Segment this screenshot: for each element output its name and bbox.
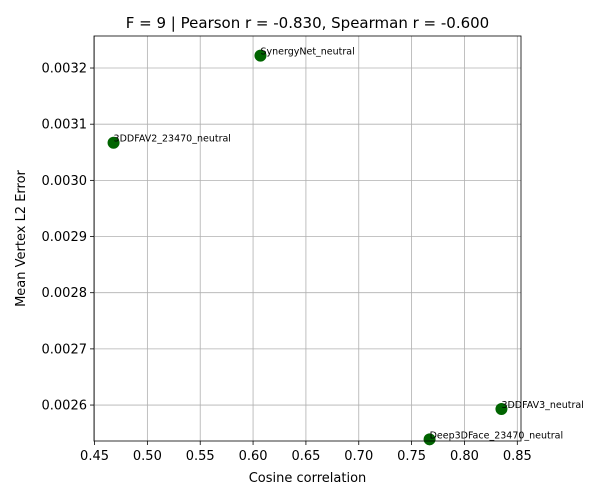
x-tick-label: 0.85 xyxy=(503,449,532,464)
x-tick-label: 0.65 xyxy=(291,449,320,464)
y-axis-label: Mean Vertex L2 Error xyxy=(14,169,29,306)
x-tick-label: 0.75 xyxy=(397,449,426,464)
x-tick-label: 0.50 xyxy=(133,449,162,464)
x-tick-label: 0.60 xyxy=(239,449,268,464)
y-tick-label: 0.0029 xyxy=(42,230,88,245)
data-point-label: Deep3DFace_23470_neutral xyxy=(430,430,564,441)
y-tick-label: 0.0030 xyxy=(42,174,88,189)
plot-area-frame xyxy=(93,35,522,442)
data-point xyxy=(107,136,120,149)
x-axis: 0.45 0.50 0.55 0.60 0.65 0.70 0.75 0.80 0.85 xyxy=(80,441,532,464)
x-tick-label: 0.80 xyxy=(450,449,479,464)
data-point-label: 3DDFAV3_neutral xyxy=(501,400,583,411)
x-tick-label: 0.45 xyxy=(80,449,109,464)
data-point-label: SynergyNet_neutral xyxy=(260,47,354,58)
y-tick-label: 0.0031 xyxy=(42,118,88,133)
y-tick-label: 0.0028 xyxy=(42,286,88,301)
x-axis-label: Cosine correlation xyxy=(249,471,367,486)
data-points: SynergyNet_neutral 3DDFAV2_23470_neutral 3… xyxy=(107,47,584,446)
y-axis: 0.0026 0.0027 0.0028 0.0029 0.0030 0.0031 0.00… xyxy=(42,62,94,414)
y-tick-label: 0.0032 xyxy=(42,62,88,77)
y-tick-label: 0.0027 xyxy=(42,342,88,357)
data-point-label: 3DDFAV2_23470_neutral xyxy=(114,134,231,145)
x-tick-label: 0.70 xyxy=(344,449,373,464)
chart-title: F = 9 | Pearson r = -0.830, Spearman r =… xyxy=(126,14,489,32)
data-point xyxy=(495,402,508,415)
data-point xyxy=(423,433,436,446)
grid xyxy=(94,36,521,441)
data-point xyxy=(254,49,267,62)
x-tick-label: 0.55 xyxy=(186,449,215,464)
y-tick-label: 0.0026 xyxy=(42,399,88,414)
